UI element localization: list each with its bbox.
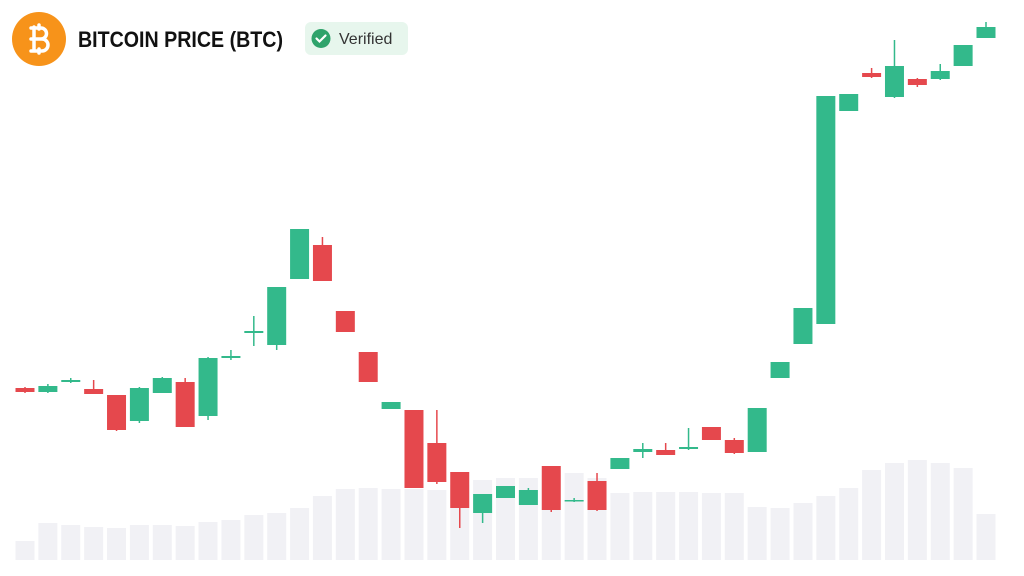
candle-body (793, 308, 813, 344)
volume-bar (724, 493, 744, 560)
volume-bar (267, 513, 287, 560)
plot (15, 22, 996, 560)
candle-body (587, 481, 607, 510)
volume-bar (61, 525, 81, 560)
candle-body (610, 458, 630, 469)
volume-bar (496, 478, 515, 560)
candle-body (152, 378, 172, 393)
volume-bar (656, 492, 676, 560)
volume-bar (152, 525, 172, 560)
volume-bar (884, 463, 904, 560)
candle-body (496, 486, 515, 498)
volume-bar (312, 496, 332, 560)
volume-bar (38, 523, 58, 560)
volume-bar (747, 507, 767, 560)
candle-body (312, 245, 332, 281)
candle-body (473, 494, 493, 513)
candle-body (907, 79, 927, 85)
verified-badge (305, 22, 408, 55)
volume-bar (381, 489, 401, 560)
volume-bar (358, 488, 378, 560)
volume-bar (198, 522, 218, 560)
volume-bar (839, 488, 859, 560)
candle-body (656, 450, 676, 455)
candle-body (107, 395, 127, 430)
volume-bar (244, 515, 264, 560)
candle-body (15, 388, 35, 392)
check-mark (315, 34, 327, 44)
volume-bar (976, 514, 996, 560)
candle-body (381, 402, 401, 409)
candle-body (816, 96, 836, 324)
candle-body (724, 440, 744, 453)
volume-bar (770, 508, 790, 560)
candle-body (747, 408, 767, 452)
candle-body (404, 410, 424, 488)
candle-body (633, 449, 653, 452)
candle-body (175, 382, 195, 427)
volume-bar (610, 493, 630, 560)
volume-bar (793, 503, 813, 560)
volume-bar (701, 493, 721, 560)
volume-bar (129, 525, 149, 560)
volume-bar (564, 473, 584, 560)
candle-body (244, 331, 264, 333)
candle-body (862, 73, 882, 77)
volume-bar (221, 520, 241, 560)
volume-bar (953, 468, 973, 560)
candle-body (679, 447, 699, 449)
volume-bar (930, 463, 950, 560)
volume-bar (907, 460, 927, 560)
candle-body (61, 380, 81, 382)
volume-bar (862, 470, 882, 560)
volume-bar (15, 541, 35, 560)
candle-body (770, 362, 790, 378)
badge-text: Verified (339, 31, 392, 48)
volume-bar (290, 508, 310, 560)
candle-body (953, 45, 973, 66)
candle-body (198, 358, 218, 416)
title: BITCOIN PRICE (BTC) (78, 27, 283, 52)
candle-body (267, 287, 287, 345)
volume-bar (335, 489, 355, 560)
candle-body (884, 66, 904, 97)
candle-body (358, 352, 378, 382)
candle-body (839, 94, 859, 111)
volume-bar (404, 489, 424, 560)
volume-bar (679, 492, 699, 560)
volume-bar (84, 527, 104, 560)
candle-body (976, 27, 996, 38)
candle-body (564, 500, 584, 502)
candle-body (541, 466, 561, 510)
volume-bar (427, 490, 447, 560)
candle-body (290, 229, 310, 279)
candle-body (427, 443, 447, 482)
volume-bar (175, 526, 195, 560)
candle-body (450, 472, 470, 508)
btc-symbol (29, 23, 50, 55)
candle-body (335, 311, 355, 332)
volume-bar (816, 496, 836, 560)
candle-body (701, 427, 721, 440)
volume-bar (107, 528, 127, 560)
candle-body (221, 356, 241, 358)
candle-body (129, 388, 149, 421)
candle-body (518, 490, 538, 505)
candle-body (38, 386, 58, 392)
candle-body (930, 71, 950, 79)
candle-body (84, 389, 104, 394)
volume-bar (633, 492, 653, 560)
